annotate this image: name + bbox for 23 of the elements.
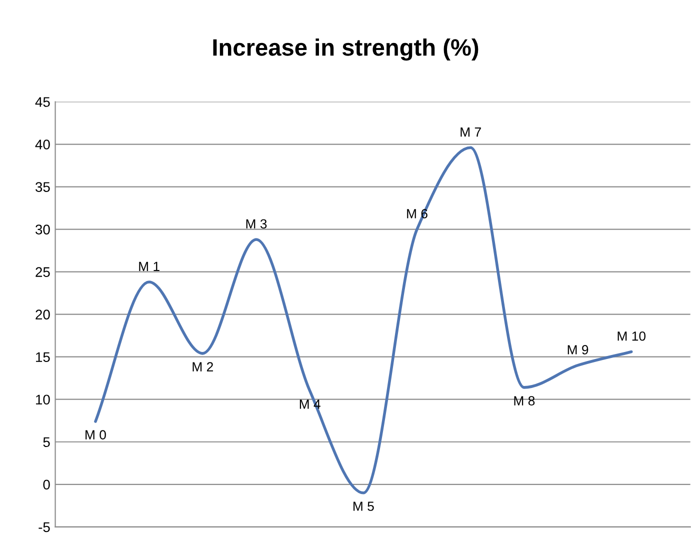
x-tick-label: M 6 [407,209,428,218]
x-tick-label: M 7 [460,128,481,137]
y-tick-label: 45 [35,97,50,107]
y-tick-label: 15 [36,352,50,362]
y-tick-label: 30 [36,224,50,234]
y-tick-label: 25 [36,267,50,277]
x-tick-label: M 9 [568,345,588,354]
y-tick-label: 10 [36,394,50,405]
x-tick-label: M 10 [618,331,646,341]
y-tick-label: 0 [43,480,50,490]
y-tick-label: -5 [38,522,50,532]
x-tick-label: M 5 [354,502,374,511]
y-tick-label: 40 [35,140,50,150]
line-series [94,146,633,494]
chart-title: Increase in strength (%) [213,38,478,61]
y-tick-label: 5 [43,437,50,448]
x-tick-label: M 2 [192,362,213,372]
y-tick-label: 20 [36,310,50,320]
x-tick-label: M 8 [514,396,535,406]
y-tick-label: 35 [36,182,50,192]
x-tick-label: M 0 [86,430,106,440]
x-tick-label: M 1 [139,262,160,271]
x-tick-label: M 3 [246,219,267,229]
